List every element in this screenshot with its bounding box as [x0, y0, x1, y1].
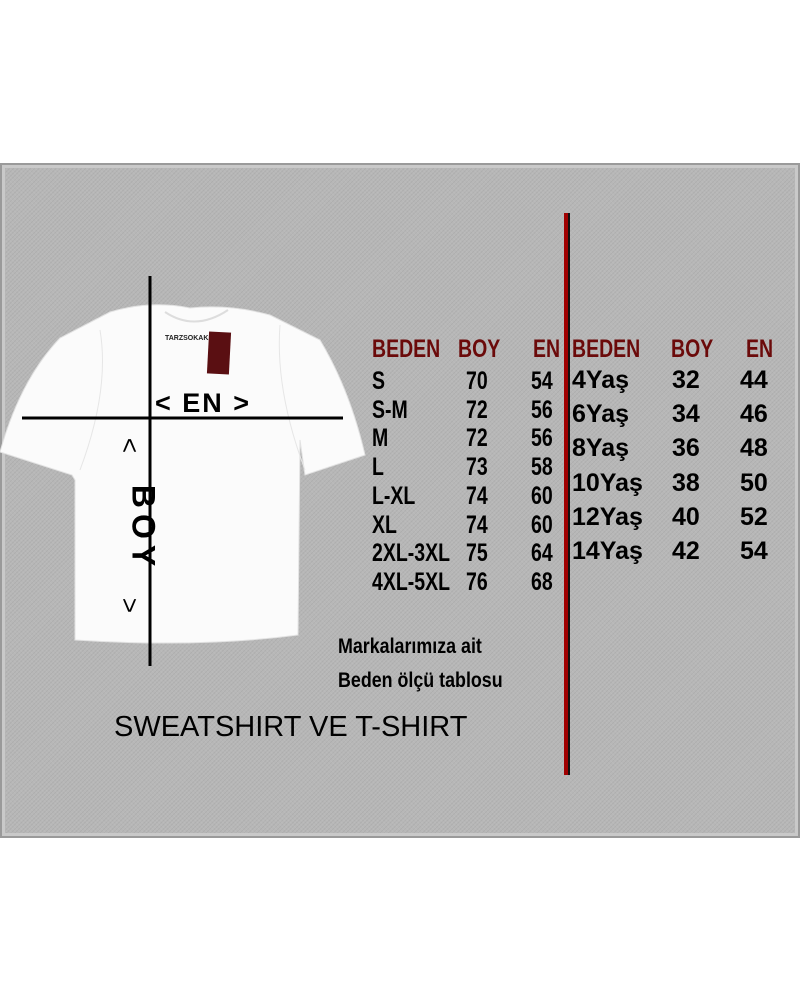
adult-row-size: L — [372, 453, 384, 482]
adult-header-length: BOY — [458, 335, 501, 363]
adult-header-size: BEDEN — [372, 335, 441, 363]
note-line-1: Markalarımıza ait — [338, 635, 482, 658]
adult-header-width: EN — [533, 335, 561, 363]
adult-row-length: 72 — [466, 424, 488, 453]
kids-row-length: 32 — [672, 366, 700, 394]
adult-row-width: 56 — [531, 395, 553, 424]
kids-row-width: 48 — [740, 434, 768, 463]
adult-row-size: 4XL-5XL — [372, 567, 451, 596]
adult-row-width: 64 — [531, 539, 553, 568]
kids-header-length: BOY — [671, 335, 714, 363]
kids-row-size: 14Yaş — [572, 537, 643, 565]
adult-row-width: 68 — [531, 567, 553, 596]
kids-row-length: 36 — [672, 434, 700, 463]
adult-row-length: 75 — [466, 539, 488, 568]
adult-row-size: L-XL — [372, 481, 416, 510]
adult-row-length: 70 — [466, 367, 488, 395]
kids-row-size: 8Yaş — [572, 434, 630, 463]
kids-row-size: 12Yaş — [572, 502, 643, 531]
chart-title: SWEATSHIRT VE T-SHIRT — [114, 711, 468, 743]
kids-header-width: EN — [746, 335, 774, 363]
adult-row-size: 2XL-3XL — [372, 539, 451, 568]
adult-row-length: 72 — [466, 395, 488, 424]
adult-row-length: 74 — [466, 510, 488, 539]
adult-row-width: 54 — [531, 367, 553, 395]
adult-row-width: 58 — [531, 453, 553, 482]
adult-row-width: 60 — [531, 481, 553, 510]
kids-row-width: 52 — [740, 502, 768, 531]
length-label: BOY — [125, 484, 162, 573]
brand-hang-tag — [206, 331, 232, 375]
adult-row-length: 76 — [466, 567, 488, 596]
kids-row-size: 6Yaş — [572, 400, 630, 429]
kids-row-width: 50 — [740, 468, 768, 497]
width-label: < EN > — [155, 388, 252, 418]
adult-row-length: 73 — [466, 453, 488, 482]
adult-row-size: M — [372, 424, 389, 453]
tshirt-illustration — [0, 276, 366, 666]
kids-row-length: 34 — [672, 400, 700, 429]
table-divider — [564, 213, 568, 775]
tshirt-shape — [0, 304, 366, 644]
size-chart-panel — [0, 163, 800, 838]
adult-row-size: S — [372, 367, 386, 395]
kids-row-width: 46 — [740, 400, 768, 429]
adult-row-width: 60 — [531, 510, 553, 539]
adult-row-size: XL — [372, 510, 397, 539]
kids-row-length: 38 — [672, 468, 700, 497]
kids-row-width: 44 — [740, 366, 768, 394]
kids-row-size: 4Yaş — [572, 366, 630, 394]
note-line-2: Beden ölçü tablosu — [338, 669, 503, 692]
kids-row-width: 54 — [740, 537, 768, 565]
adult-row-width: 56 — [531, 424, 553, 453]
kids-row-length: 42 — [672, 537, 700, 565]
kids-header-size: BEDEN — [572, 335, 641, 363]
length-arrow-top: < — [115, 437, 146, 454]
kids-row-length: 40 — [672, 502, 700, 531]
adult-row-length: 74 — [466, 481, 488, 510]
adult-row-size: S-M — [372, 395, 408, 424]
length-arrow-bottom: > — [115, 597, 146, 614]
neck-label: TARZSOKAK — [165, 335, 209, 342]
kids-row-size: 10Yaş — [572, 468, 643, 497]
